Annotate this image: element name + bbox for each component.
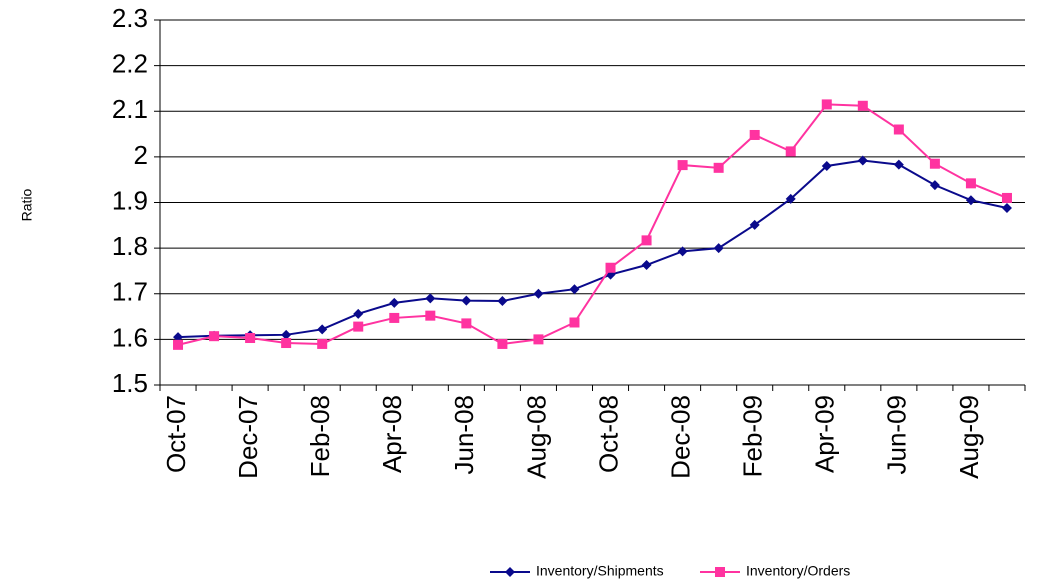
marker (749, 219, 760, 230)
marker (317, 324, 328, 335)
marker (353, 308, 364, 319)
marker (461, 318, 472, 329)
x-tick-label: Feb-08 (305, 395, 335, 477)
marker (929, 158, 940, 169)
y-tick-label: 1.9 (112, 185, 148, 215)
marker (605, 262, 616, 273)
x-tick-label: Jun-08 (449, 395, 479, 475)
marker (641, 235, 652, 246)
y-axis-label: Ratio (19, 188, 35, 221)
marker (389, 297, 400, 308)
marker (533, 334, 544, 345)
x-tick-label: Feb-09 (738, 395, 768, 477)
marker (209, 331, 220, 342)
marker (929, 180, 940, 191)
marker (1001, 192, 1012, 203)
marker (317, 338, 328, 349)
marker (893, 159, 904, 170)
x-tick-label: Aug-08 (521, 395, 551, 479)
marker (821, 161, 832, 171)
x-tick-label: Oct-07 (161, 395, 191, 473)
marker (353, 321, 364, 332)
x-tick-label: Aug-09 (954, 395, 984, 479)
marker (857, 100, 868, 111)
marker (569, 284, 580, 295)
marker (173, 332, 184, 343)
legend-label: Inventory/Orders (746, 563, 850, 579)
y-tick-label: 1.8 (112, 231, 148, 261)
marker (1001, 202, 1012, 213)
marker (497, 338, 508, 349)
y-tick-label: 1.7 (112, 277, 148, 307)
y-tick-label: 1.5 (112, 368, 148, 398)
legend-label: Inventory/Shipments (536, 563, 664, 579)
marker (677, 246, 688, 257)
marker (425, 293, 436, 304)
marker (497, 296, 508, 307)
marker (569, 317, 580, 328)
x-tick-label: Apr-08 (377, 395, 407, 473)
marker (893, 124, 904, 135)
marker (641, 260, 652, 271)
x-tick-label: Dec-07 (233, 395, 263, 479)
marker (821, 99, 832, 110)
y-tick-label: 2.1 (112, 94, 148, 124)
marker (461, 295, 472, 306)
marker (425, 310, 436, 321)
x-tick-label: Jun-09 (882, 395, 912, 475)
series-line (177, 103, 1008, 346)
marker (785, 146, 796, 157)
marker (857, 155, 868, 166)
y-tick-label: 2.2 (112, 49, 148, 79)
y-tick-label: 2.3 (112, 3, 148, 33)
series-line (177, 159, 1008, 339)
marker (245, 333, 256, 344)
marker (505, 567, 515, 577)
marker (713, 243, 724, 254)
x-tick-label: Apr-09 (810, 395, 840, 473)
marker (965, 178, 976, 189)
marker (389, 312, 400, 323)
x-tick-label: Oct-08 (593, 395, 623, 473)
marker (749, 129, 760, 140)
marker (965, 195, 976, 206)
marker (281, 338, 292, 349)
marker (715, 567, 725, 577)
marker (533, 288, 544, 299)
x-tick-label: Dec-08 (665, 395, 695, 479)
marker (677, 160, 688, 171)
marker (713, 162, 724, 173)
marker (173, 339, 184, 350)
marker (281, 329, 292, 340)
y-tick-label: 1.6 (112, 322, 148, 352)
marker (785, 193, 796, 204)
y-tick-label: 2 (134, 140, 148, 170)
